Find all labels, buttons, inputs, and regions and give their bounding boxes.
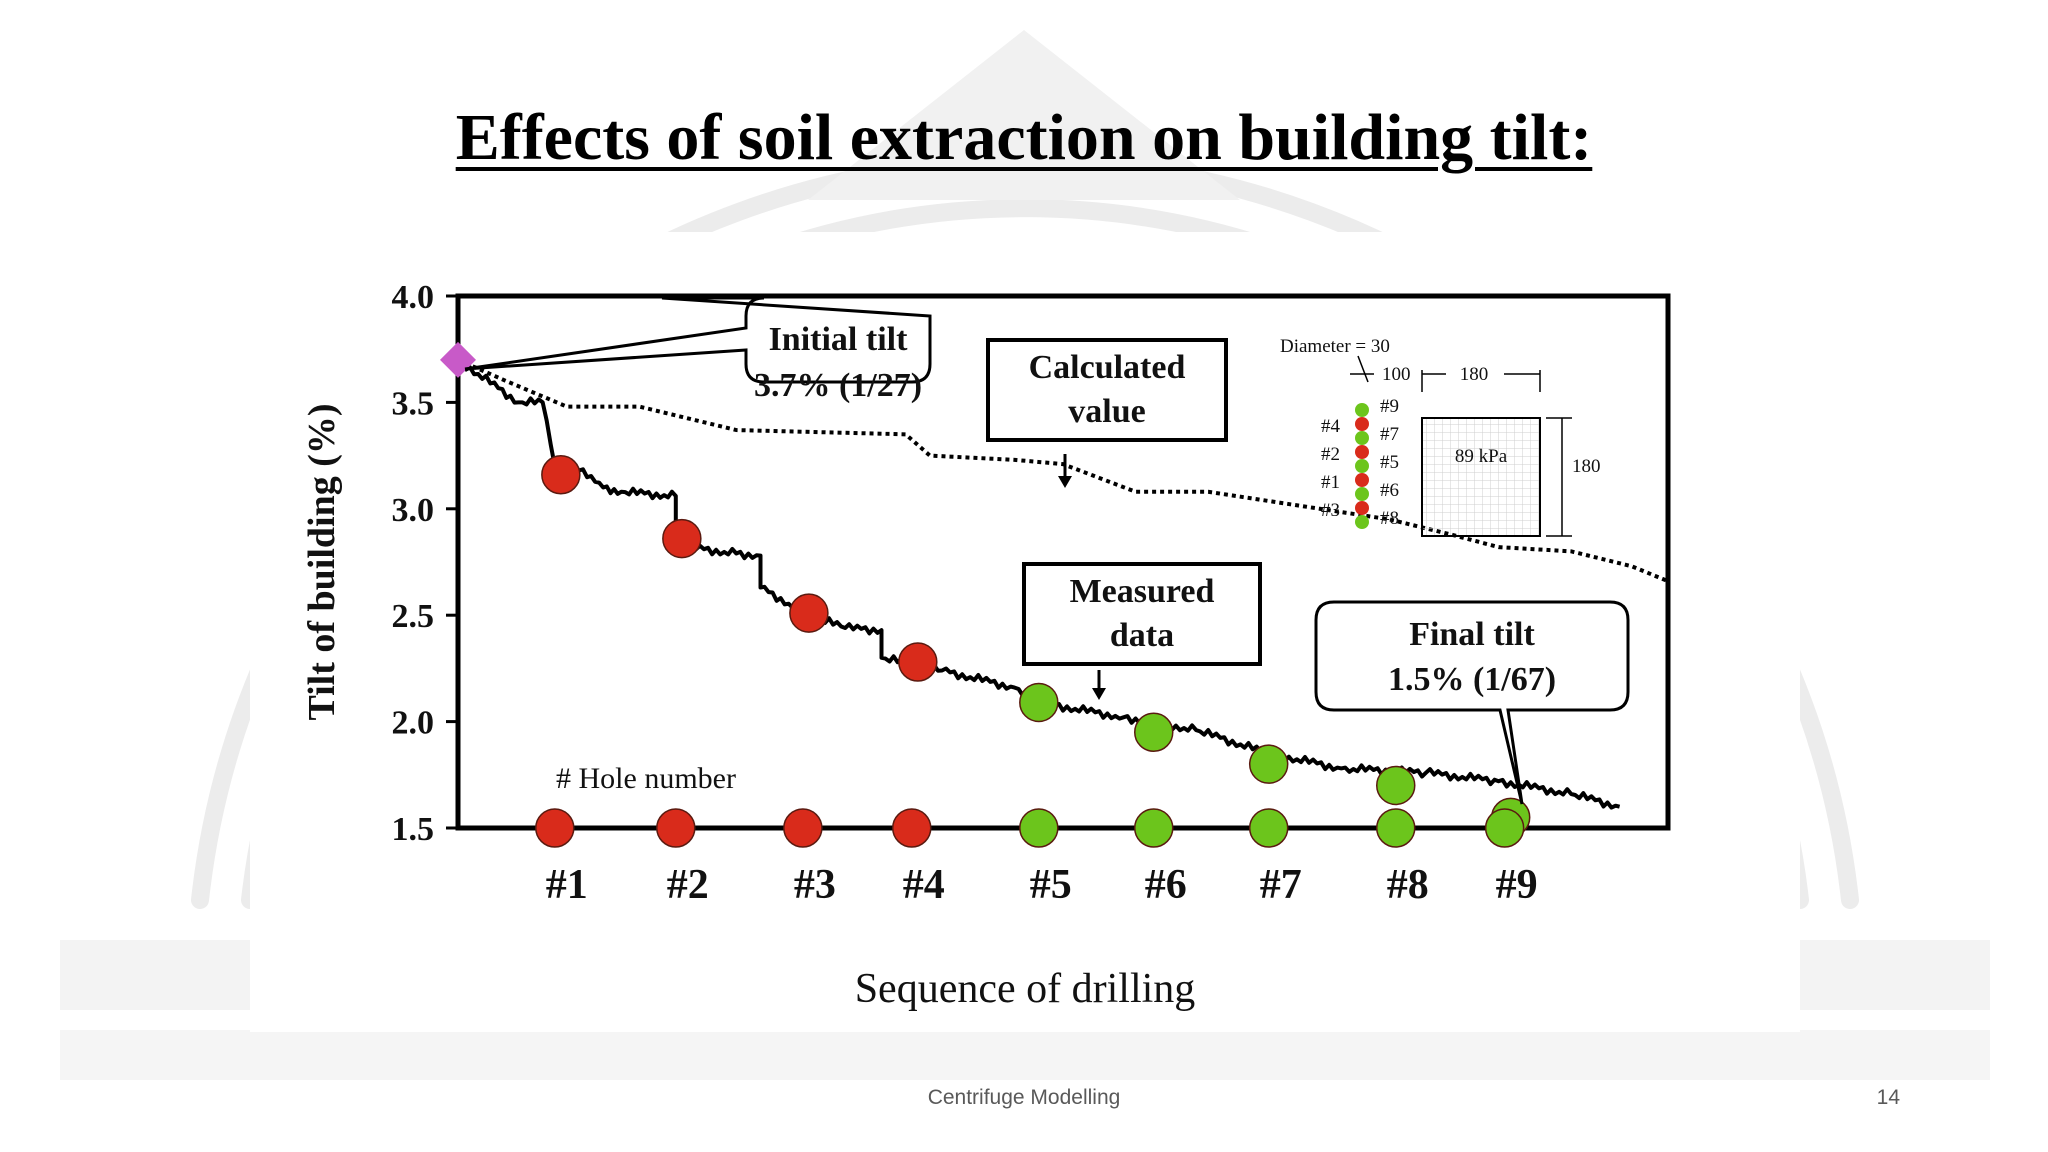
y-tick-label: 1.5 bbox=[392, 811, 435, 848]
inset-hole-dots bbox=[1355, 403, 1369, 529]
drill-point-marker bbox=[898, 642, 938, 682]
y-tick-label: 3.5 bbox=[392, 385, 435, 422]
measured-label-line1: Measured bbox=[1070, 573, 1215, 610]
y-tick-label: 2.5 bbox=[392, 598, 435, 635]
hole-marker bbox=[1376, 808, 1416, 848]
tilt-chart: 4.0 3.5 3.0 2.5 2.0 1.5 Initial tilt 3.7% (1/… bbox=[301, 279, 1671, 1012]
initial-tilt-callout: Initial tilt 3.7% (1/27) bbox=[464, 296, 932, 404]
initial-tilt-marker bbox=[440, 341, 476, 378]
y-axis-title: Tilt of building (%) bbox=[301, 403, 343, 720]
inset-right-label: #6 bbox=[1380, 480, 1399, 501]
hole-marker bbox=[892, 808, 932, 848]
inset-left-label: #3 bbox=[1321, 500, 1340, 521]
drill-point-marker bbox=[1134, 712, 1174, 752]
hole-marker bbox=[656, 808, 696, 848]
x-tick-label: #5 bbox=[1030, 862, 1072, 908]
hole-marker bbox=[1019, 808, 1059, 848]
inset-right-label: #7 bbox=[1380, 424, 1399, 445]
inset-right-label: #5 bbox=[1380, 452, 1399, 473]
drilling-layout-inset: Diameter = 30 100 180 89 kPa 180 #4#2#1#… bbox=[1280, 336, 1601, 537]
inset-left-labels: #4 #2 #1 #3 bbox=[1321, 416, 1341, 521]
final-tilt-label-line2: 1.5% (1/67) bbox=[1388, 661, 1556, 698]
inset-hole-dot bbox=[1355, 417, 1369, 431]
drill-point-marker bbox=[1376, 765, 1416, 806]
y-tick-label: 3.0 bbox=[392, 492, 435, 529]
inset-hole-dot bbox=[1355, 431, 1369, 445]
page-number: 14 bbox=[1876, 1086, 1900, 1109]
inset-diameter-label: Diameter = 30 bbox=[1280, 336, 1390, 357]
hole-marker bbox=[1248, 808, 1289, 848]
calculated-label-line2: value bbox=[1068, 393, 1145, 430]
y-tick-label: 2.0 bbox=[392, 705, 435, 742]
inset-left-label: #1 bbox=[1321, 472, 1340, 493]
chart-figure: 4.0 3.5 3.0 2.5 2.0 1.5 Initial tilt 3.7% (1/… bbox=[250, 232, 1800, 1032]
hole-marker bbox=[1134, 808, 1174, 848]
inset-right-label: #9 bbox=[1380, 396, 1399, 417]
inset-left-label: #2 bbox=[1321, 444, 1340, 465]
inset-left-label: #4 bbox=[1321, 416, 1341, 437]
measured-label-line2: data bbox=[1110, 617, 1174, 654]
initial-tilt-label-line1: Initial tilt bbox=[769, 321, 909, 358]
inset-spacing-label: 100 bbox=[1382, 364, 1411, 385]
slide-title: Effects of soil extraction on building t… bbox=[455, 101, 1593, 174]
x-axis-title: Sequence of drilling bbox=[855, 966, 1196, 1012]
x-tick-label: #7 bbox=[1260, 862, 1302, 908]
x-tick-label: #9 bbox=[1496, 862, 1538, 908]
y-axis: 4.0 3.5 3.0 2.5 2.0 1.5 bbox=[392, 279, 458, 848]
final-tilt-callout: Final tilt 1.5% (1/67) bbox=[1314, 600, 1630, 805]
inset-right-labels: #9 #7 #5 #6 #8 bbox=[1380, 396, 1399, 529]
marker-layer bbox=[440, 341, 1531, 848]
drill-point-marker bbox=[1019, 682, 1059, 723]
inset-right-label: #8 bbox=[1380, 508, 1399, 529]
footer-title: Centrifuge Modelling bbox=[927, 1086, 1121, 1109]
inset-hole-dot bbox=[1355, 501, 1369, 515]
x-tick-label: #2 bbox=[667, 862, 709, 908]
x-tick-label: #1 bbox=[546, 862, 588, 908]
x-tick-label: #8 bbox=[1387, 862, 1429, 908]
inset-hole-dot bbox=[1355, 487, 1369, 501]
hole-marker bbox=[535, 808, 575, 848]
inset-hole-dot bbox=[1355, 459, 1369, 473]
initial-tilt-label-line2: 3.7% (1/27) bbox=[754, 367, 922, 404]
calculated-label-line1: Calculated bbox=[1029, 349, 1186, 386]
x-tick-label: #3 bbox=[794, 862, 836, 908]
drill-point-marker bbox=[1248, 744, 1289, 784]
drill-point-marker bbox=[789, 593, 829, 633]
calculated-value-line bbox=[457, 358, 1669, 584]
inset-hole-dot bbox=[1355, 473, 1369, 487]
x-tick-label: #4 bbox=[903, 862, 945, 908]
plot-frame bbox=[455, 293, 1671, 831]
calculated-value-callout: Calculated value bbox=[986, 338, 1228, 488]
inset-hole-dot bbox=[1355, 403, 1369, 417]
inset-height-label: 180 bbox=[1572, 456, 1601, 477]
measured-data-callout: Measured data bbox=[1022, 562, 1262, 700]
final-tilt-label-line1: Final tilt bbox=[1409, 616, 1535, 653]
y-tick-label: 4.0 bbox=[392, 279, 435, 316]
inset-pressure-label: 89 kPa bbox=[1455, 446, 1508, 467]
drill-point-marker bbox=[662, 518, 702, 559]
inset-hole-dot bbox=[1355, 445, 1369, 459]
x-tick-label: #6 bbox=[1145, 862, 1187, 908]
hole-marker bbox=[1484, 808, 1525, 848]
hole-marker bbox=[783, 808, 823, 848]
inset-width-label: 180 bbox=[1460, 364, 1489, 385]
inset-hole-dot bbox=[1355, 515, 1369, 529]
x-axis-labels: #1 #2 #3 #4 #5 #6 #7 #8 #9 bbox=[546, 862, 1538, 908]
hole-number-note: # Hole number bbox=[556, 762, 736, 795]
drill-point-marker bbox=[541, 455, 581, 495]
